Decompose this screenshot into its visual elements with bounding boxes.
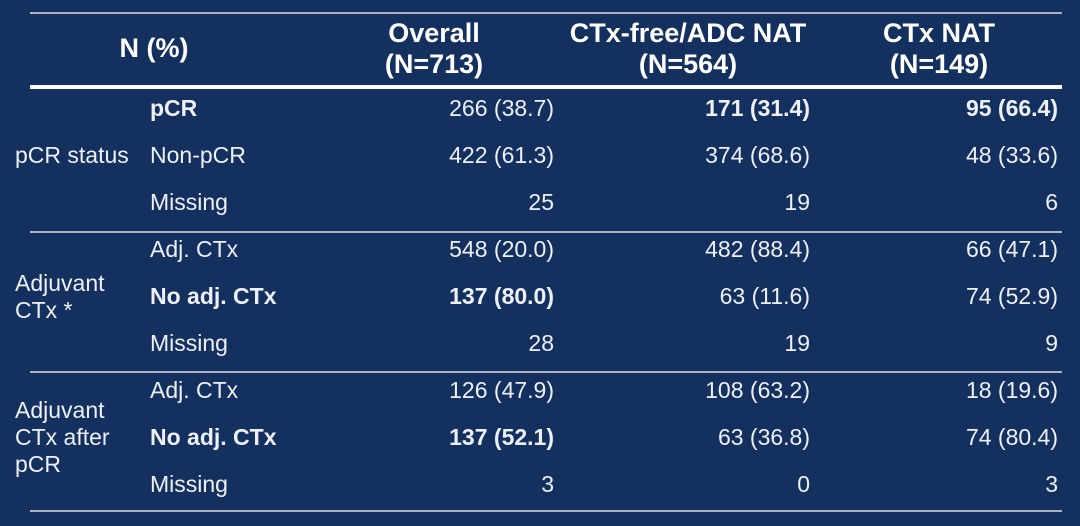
- header-ctx-free-adc-nat-subtitle: (N=564): [638, 48, 738, 79]
- header-ctx-free-adc-nat-title: CTx-free/ADC NAT: [569, 17, 807, 48]
- table-row-missing: Missing 28 19 9: [0, 320, 1062, 367]
- bottom-rule: [30, 510, 1062, 512]
- header-overall-title: Overall: [388, 17, 480, 48]
- cell-ctx-free-adc-nat: 108 (63.2): [705, 377, 810, 403]
- cell-ctx-nat: 74 (80.4): [965, 424, 1058, 450]
- data-table: N (%) Overall (N=713) CTx-free/ADC NAT (…: [0, 12, 1062, 508]
- cell-overall: 137 (80.0): [449, 283, 554, 309]
- row-label: No adj. CTx: [150, 424, 277, 450]
- group-adjuvant-ctx-after-pcr: Adjuvant CTx after pCR Adj. CTx 126 (47.…: [0, 367, 1062, 508]
- row-label: Missing: [150, 330, 228, 356]
- header-row: N (%) Overall (N=713) CTx-free/ADC NAT (…: [0, 12, 1062, 85]
- cell-ctx-nat: 66 (47.1): [965, 236, 1058, 262]
- cell-ctx-free-adc-nat: 0: [797, 471, 810, 497]
- cell-ctx-free-adc-nat: 482 (88.4): [705, 236, 810, 262]
- group-label-adjuvant-ctx-after-pcr: Adjuvant CTx after pCR: [15, 397, 110, 477]
- cell-ctx-free-adc-nat: 19: [784, 330, 810, 356]
- cell-overall: 422 (61.3): [449, 142, 554, 168]
- table-header: N (%) Overall (N=713) CTx-free/ADC NAT (…: [0, 12, 1062, 85]
- cell-ctx-free-adc-nat: 63 (11.6): [719, 283, 810, 309]
- cell-overall: 126 (47.9): [449, 377, 554, 403]
- row-label: Missing: [150, 189, 228, 215]
- cell-ctx-nat: 48 (33.6): [965, 142, 1058, 168]
- cell-ctx-nat: 74 (52.9): [965, 283, 1058, 309]
- cell-overall: 548 (20.0): [449, 236, 554, 262]
- header-overall-subtitle: (N=713): [384, 48, 484, 79]
- group-adjuvant-ctx: Adjuvant CTx * Adj. CTx 548 (20.0) 482 (…: [0, 226, 1062, 367]
- row-label: Adj. CTx: [150, 236, 239, 262]
- cell-overall: 266 (38.7): [449, 95, 554, 121]
- cell-ctx-nat: 9: [1045, 330, 1058, 356]
- table-row-non-pcr: Non-pCR 422 (61.3) 374 (68.6) 48 (33.6): [0, 132, 1062, 179]
- cell-ctx-free-adc-nat: 19: [784, 189, 810, 215]
- header-overall: Overall (N=713): [308, 12, 560, 85]
- header-n-percent: N (%): [119, 33, 189, 63]
- table-row-adj-ctx: Adjuvant CTx * Adj. CTx 548 (20.0) 482 (…: [0, 226, 1062, 323]
- row-label: Adj. CTx: [150, 377, 239, 403]
- cell-overall: 137 (52.1): [449, 424, 554, 450]
- row-label: Missing: [150, 471, 228, 497]
- cell-overall: 25: [528, 189, 554, 215]
- cell-ctx-nat: 18 (19.6): [965, 377, 1058, 403]
- cell-ctx-nat: 3: [1045, 471, 1058, 497]
- cell-overall: 28: [528, 330, 554, 356]
- cell-overall: 3: [541, 471, 554, 497]
- row-label: No adj. CTx: [150, 283, 277, 309]
- table-row-missing: Missing 25 19 6: [0, 179, 1062, 226]
- group-label-adjuvant-ctx: Adjuvant CTx *: [15, 269, 105, 323]
- table-row-pcr: pCR status pCR 266 (38.7) 171 (31.4) 95 …: [0, 85, 1062, 168]
- table-row-adj-ctx: Adjuvant CTx after pCR Adj. CTx 126 (47.…: [0, 367, 1062, 477]
- header-ctx-free-adc-nat: CTx-free/ADC NAT (N=564): [560, 12, 816, 85]
- cell-ctx-free-adc-nat: 374 (68.6): [705, 142, 810, 168]
- row-label: Non-pCR: [150, 142, 246, 168]
- cell-ctx-nat: 95 (66.4): [965, 95, 1058, 121]
- header-ctx-nat-subtitle: (N=149): [889, 48, 989, 79]
- group-label-pcr-status: pCR status: [15, 142, 129, 168]
- table-row-missing: Missing 3 0 3: [0, 461, 1062, 508]
- header-ctx-nat-title: CTx NAT: [883, 17, 995, 48]
- cell-ctx-free-adc-nat: 63 (36.8): [717, 424, 810, 450]
- table-row-no-adj-ctx: No adj. CTx 137 (80.0) 63 (11.6) 74 (52.…: [0, 273, 1062, 320]
- row-label: pCR: [150, 95, 198, 121]
- group-pcr-status: pCR status pCR 266 (38.7) 171 (31.4) 95 …: [0, 85, 1062, 226]
- header-ctx-nat: CTx NAT (N=149): [816, 12, 1062, 85]
- table-row-no-adj-ctx: No adj. CTx 137 (52.1) 63 (36.8) 74 (80.…: [0, 414, 1062, 461]
- cell-ctx-free-adc-nat: 171 (31.4): [705, 95, 810, 121]
- cell-ctx-nat: 6: [1045, 189, 1058, 215]
